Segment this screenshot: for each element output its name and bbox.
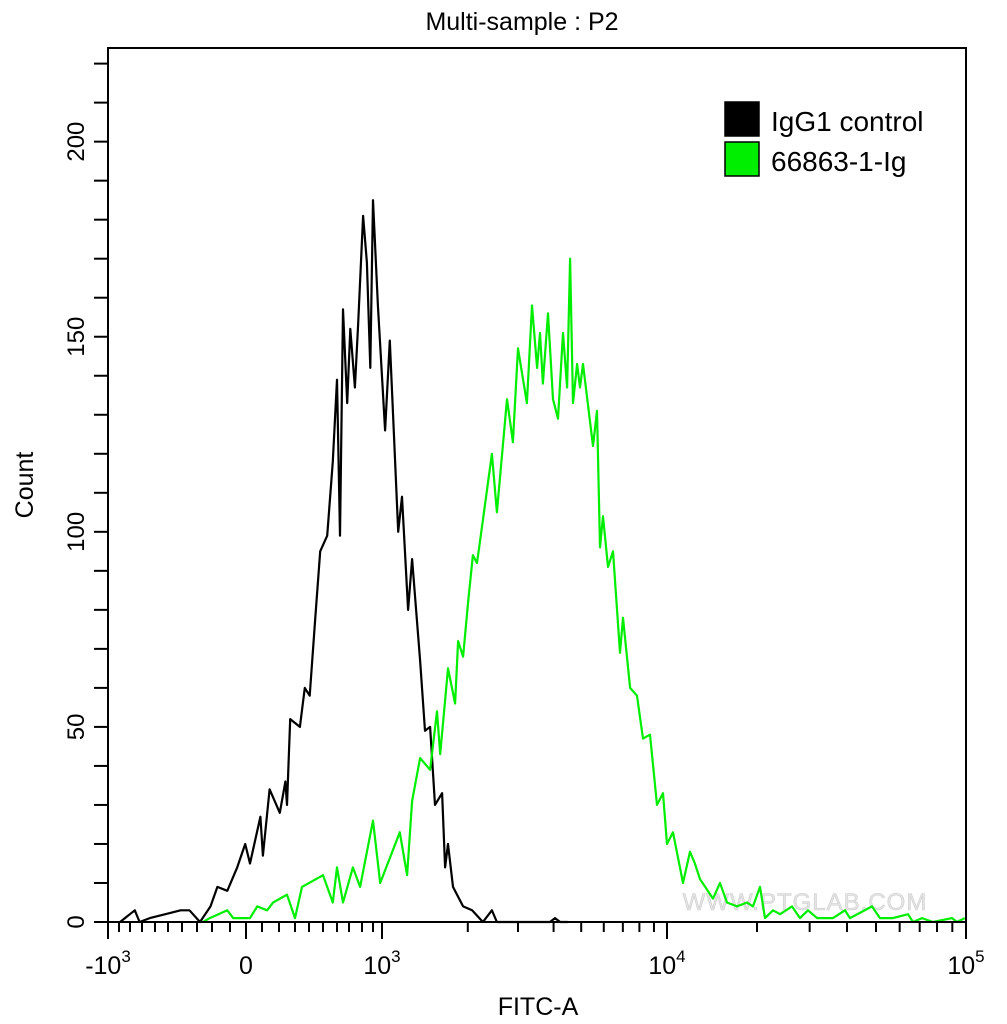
legend: IgG1 control 66863-1-Ig xyxy=(724,101,924,177)
x-tick-label: -103 xyxy=(85,947,131,980)
series-lines xyxy=(119,199,966,924)
legend-swatch xyxy=(724,101,760,137)
x-tick-label: 103 xyxy=(363,947,400,980)
y-tick-label: 200 xyxy=(63,122,90,162)
x-tick-label: 105 xyxy=(947,947,984,980)
series-line-66863-1-ig xyxy=(202,257,966,924)
y-tick-label: 100 xyxy=(63,512,90,552)
x-tick-base: 10 xyxy=(363,952,391,980)
x-tick-base: -10 xyxy=(85,952,121,980)
legend-label: IgG1 control xyxy=(771,106,924,137)
y-tick-label: 50 xyxy=(63,714,90,741)
x-tick-base: 0 xyxy=(239,952,253,980)
y-tick-label: 0 xyxy=(63,915,90,928)
y-tick-label: 150 xyxy=(63,317,90,357)
x-tick-label: 0 xyxy=(239,952,253,980)
x-tick-exponent: 4 xyxy=(676,947,685,966)
x-tick-exponent: 5 xyxy=(975,947,984,966)
legend-swatch xyxy=(724,141,760,177)
x-axis-label: FITC-A xyxy=(498,993,579,1021)
x-tick-label: 104 xyxy=(648,947,685,980)
y-axis-label: Count xyxy=(11,452,39,519)
chart-title: Multi-sample : P2 xyxy=(425,8,618,36)
x-tick-exponent: 3 xyxy=(121,947,130,966)
axis-ticks xyxy=(94,62,967,939)
legend-label: 66863-1-Ig xyxy=(771,146,906,177)
series-line-igg1-control xyxy=(119,199,569,924)
x-tick-exponent: 3 xyxy=(391,947,400,966)
x-tick-base: 10 xyxy=(947,952,975,980)
x-tick-base: 10 xyxy=(648,952,676,980)
plot-frame xyxy=(107,47,967,923)
